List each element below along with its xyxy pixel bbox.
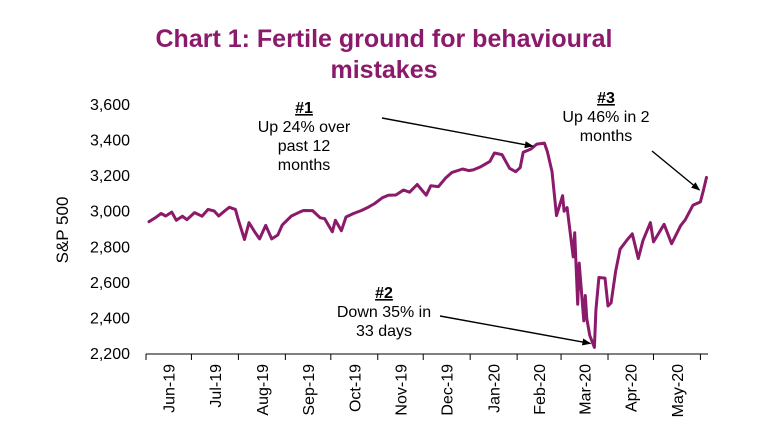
x-tick-label: Jun-19 <box>162 364 179 413</box>
x-tick-label: Aug-19 <box>255 364 272 416</box>
y-tick-label: 3,200 <box>90 168 130 185</box>
y-tick-label: 2,600 <box>90 275 130 292</box>
annotation-arrow <box>439 315 592 346</box>
annotation-line: months <box>580 128 632 145</box>
x-tick-label: Sep-19 <box>301 364 318 416</box>
y-tick-label: 2,200 <box>90 346 130 363</box>
x-axis: Jun-19 Jul-19 Aug-19 Sep-19 Oct-19 Nov-19 Dec-… <box>145 353 708 417</box>
annotation-line: Up 46% in 2 <box>562 109 649 126</box>
x-tick-label: May-20 <box>670 364 687 417</box>
x-tick-label: Jul-19 <box>208 364 225 408</box>
chart-title-line-2: mistakes <box>330 56 438 84</box>
annotation-line: past 12 <box>278 138 331 155</box>
annotation-3: #3 Up 46% in 2 months <box>562 90 701 191</box>
annotation-2: #2 Down 35% in 33 days <box>337 285 592 346</box>
annotation-line: Up 24% over <box>258 119 351 136</box>
x-tick-label: Nov-19 <box>393 364 410 416</box>
x-tick-label: Mar-20 <box>578 364 595 415</box>
annotation-line: 33 days <box>356 323 412 340</box>
x-tick-label: Feb-20 <box>532 364 549 415</box>
x-tick-label: Dec-19 <box>440 364 457 416</box>
annotations: #1 Up 24% over past 12 months #2 Down 35% in 3… <box>258 90 701 346</box>
series-line <box>147 141 708 349</box>
y-tick-label: 2,800 <box>90 239 130 256</box>
x-tick-label: Jan-20 <box>487 364 504 413</box>
y-tick-label: 3,000 <box>90 204 130 221</box>
series-group <box>147 141 708 349</box>
chart-title: Chart 1: Fertile ground for behavioural … <box>0 24 768 86</box>
x-tick-label: Oct-19 <box>347 364 364 412</box>
annotation-heading: #1 <box>295 100 313 117</box>
x-tick-label: Apr-20 <box>624 364 641 412</box>
annotation-arrow <box>651 150 701 191</box>
y-tick-label: 3,400 <box>90 133 130 150</box>
chart-title-line-1: Chart 1: Fertile ground for behavioural <box>155 25 613 53</box>
annotation-line: months <box>278 157 330 174</box>
annotation-heading: #2 <box>375 285 393 302</box>
y-axis-label: S&P 500 <box>53 197 72 264</box>
annotation-line: Down 35% in <box>337 304 431 321</box>
annotation-1: #1 Up 24% over past 12 months <box>258 100 534 174</box>
annotation-heading: #3 <box>597 90 615 107</box>
annotation-arrow <box>381 117 534 149</box>
y-axis-ticks: 3,600 3,400 3,200 3,000 2,800 2,600 2,400 2,200 <box>90 97 130 363</box>
y-tick-label: 2,400 <box>90 310 130 327</box>
y-tick-label: 3,600 <box>90 97 130 114</box>
